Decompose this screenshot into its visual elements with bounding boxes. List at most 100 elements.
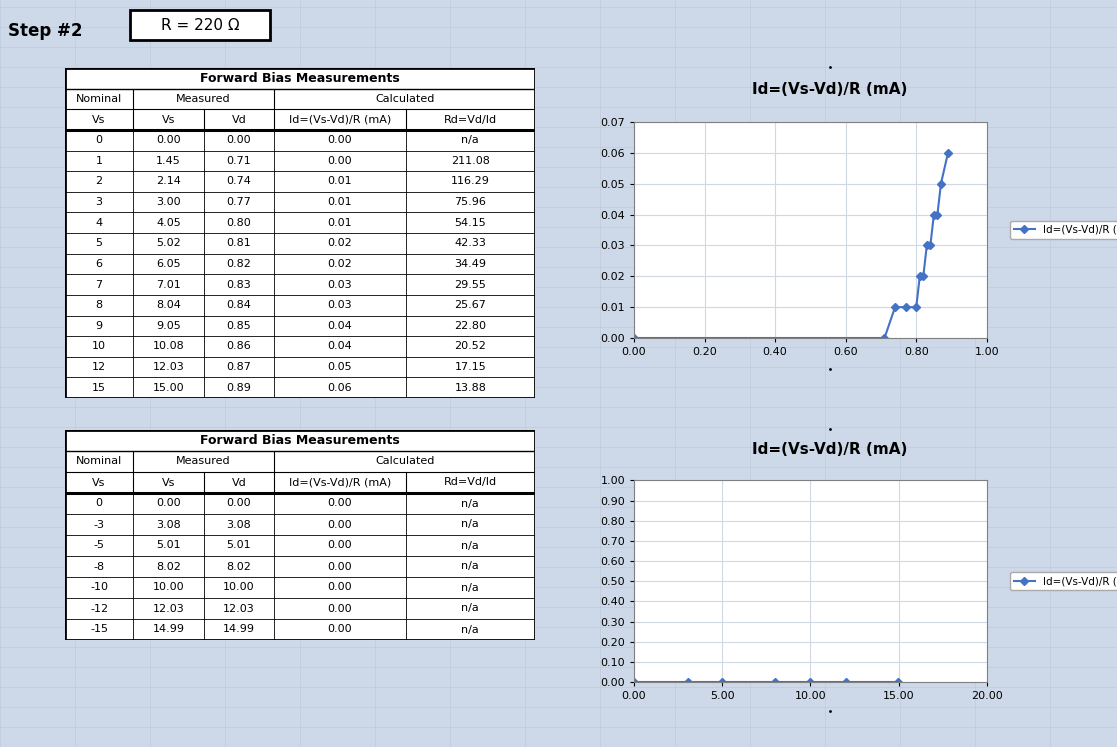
Text: Calculated: Calculated: [375, 456, 435, 466]
Text: Nominal: Nominal: [76, 456, 122, 466]
Text: n/a: n/a: [461, 135, 479, 145]
Text: Measured: Measured: [176, 94, 231, 104]
Text: 8.02: 8.02: [156, 562, 181, 571]
Text: 0.00: 0.00: [227, 498, 251, 509]
Text: 0.00: 0.00: [327, 156, 352, 166]
Text: Rd=Vd/Id: Rd=Vd/Id: [443, 477, 497, 488]
Text: 0.01: 0.01: [327, 197, 352, 207]
Text: 0.71: 0.71: [227, 156, 251, 166]
Text: 116.29: 116.29: [451, 176, 490, 187]
Text: 4.05: 4.05: [156, 217, 181, 228]
Text: 12.03: 12.03: [223, 604, 255, 613]
Id=(Vs-Vd)/R (mA): [716, 678, 729, 686]
Text: 20.52: 20.52: [455, 341, 486, 351]
Text: 15.00: 15.00: [153, 382, 184, 393]
Text: 12: 12: [92, 362, 106, 372]
Text: -5: -5: [94, 541, 105, 551]
Text: 2: 2: [96, 176, 103, 187]
Text: 0.87: 0.87: [227, 362, 251, 372]
Text: 3.00: 3.00: [156, 197, 181, 207]
Id=(Vs-Vd)/R (mA): [934, 179, 947, 188]
Text: Vs: Vs: [162, 477, 175, 488]
Text: 9: 9: [96, 320, 103, 331]
Text: 12.03: 12.03: [153, 604, 184, 613]
Text: 0.00: 0.00: [327, 624, 352, 634]
Text: 5: 5: [96, 238, 103, 248]
Text: n/a: n/a: [461, 498, 479, 509]
Text: -3: -3: [94, 519, 105, 530]
Text: 0.01: 0.01: [327, 176, 352, 187]
Id=(Vs-Vd)/R (mA): [628, 333, 641, 342]
Text: 1.45: 1.45: [156, 156, 181, 166]
Id=(Vs-Vd)/R (mA): [681, 678, 695, 686]
Text: 0.80: 0.80: [227, 217, 251, 228]
Text: 5.01: 5.01: [227, 541, 251, 551]
Text: 0.03: 0.03: [327, 279, 352, 290]
Text: 0.00: 0.00: [156, 498, 181, 509]
Text: 7: 7: [96, 279, 103, 290]
Text: 7.01: 7.01: [156, 279, 181, 290]
Text: n/a: n/a: [461, 562, 479, 571]
Text: 0.74: 0.74: [227, 176, 251, 187]
Text: 4: 4: [96, 217, 103, 228]
Text: 0.04: 0.04: [327, 341, 352, 351]
Text: Vd: Vd: [231, 477, 246, 488]
Text: Measured: Measured: [176, 456, 231, 466]
Text: 14.99: 14.99: [223, 624, 255, 634]
Text: 42.33: 42.33: [455, 238, 486, 248]
Text: 0.00: 0.00: [327, 135, 352, 145]
Id=(Vs-Vd)/R (mA): [917, 272, 930, 281]
Text: 1: 1: [96, 156, 103, 166]
Bar: [130, 10, 270, 40]
Text: 0.00: 0.00: [327, 541, 352, 551]
Text: Id=(Vs-Vd)/R (mA): Id=(Vs-Vd)/R (mA): [753, 442, 908, 457]
Id=(Vs-Vd)/R (mA): [878, 333, 891, 342]
Text: n/a: n/a: [461, 604, 479, 613]
Text: 3: 3: [96, 197, 103, 207]
Text: 0.82: 0.82: [227, 259, 251, 269]
Text: 3.08: 3.08: [227, 519, 251, 530]
Id=(Vs-Vd)/R (mA): [927, 210, 941, 219]
Text: 12.03: 12.03: [153, 362, 184, 372]
Text: 54.15: 54.15: [455, 217, 486, 228]
Text: -10: -10: [90, 583, 108, 592]
Id=(Vs-Vd)/R (mA): [913, 272, 926, 281]
Text: Step #2: Step #2: [8, 22, 83, 40]
Id=(Vs-Vd)/R (mA): [804, 678, 818, 686]
Text: 6.05: 6.05: [156, 259, 181, 269]
Text: R = 220 Ω: R = 220 Ω: [161, 17, 239, 33]
Id=(Vs-Vd)/R (mA): [891, 678, 905, 686]
Text: 3.08: 3.08: [156, 519, 181, 530]
Text: 29.55: 29.55: [455, 279, 486, 290]
Text: Nominal: Nominal: [76, 94, 122, 104]
Text: Id=(Vs-Vd)/R (mA): Id=(Vs-Vd)/R (mA): [289, 114, 391, 125]
Text: 15: 15: [92, 382, 106, 393]
Text: n/a: n/a: [461, 583, 479, 592]
Text: 10.00: 10.00: [153, 583, 184, 592]
Text: 14.99: 14.99: [152, 624, 184, 634]
Text: 10.00: 10.00: [223, 583, 255, 592]
Text: 0.02: 0.02: [327, 259, 352, 269]
Id=(Vs-Vd)/R (mA): [942, 149, 955, 158]
Id=(Vs-Vd)/R (mA): [840, 678, 853, 686]
Text: 10: 10: [92, 341, 106, 351]
Text: 8.04: 8.04: [156, 300, 181, 310]
Text: 0: 0: [96, 135, 103, 145]
Id=(Vs-Vd)/R (mA): [930, 210, 944, 219]
Text: 9.05: 9.05: [156, 320, 181, 331]
Text: -12: -12: [90, 604, 108, 613]
Text: 0.00: 0.00: [156, 135, 181, 145]
Text: 5.01: 5.01: [156, 541, 181, 551]
Text: Forward Bias Measurements: Forward Bias Measurements: [200, 434, 400, 447]
Text: 0.81: 0.81: [227, 238, 251, 248]
Text: n/a: n/a: [461, 541, 479, 551]
Text: 10.08: 10.08: [153, 341, 184, 351]
Text: Vs: Vs: [162, 114, 175, 125]
Text: 6: 6: [96, 259, 103, 269]
Text: Calculated: Calculated: [375, 94, 435, 104]
Text: 8: 8: [96, 300, 103, 310]
Id=(Vs-Vd)/R (mA): [899, 303, 913, 311]
Text: 0.00: 0.00: [327, 604, 352, 613]
Text: 0.04: 0.04: [327, 320, 352, 331]
Id=(Vs-Vd)/R (mA): [888, 303, 901, 311]
